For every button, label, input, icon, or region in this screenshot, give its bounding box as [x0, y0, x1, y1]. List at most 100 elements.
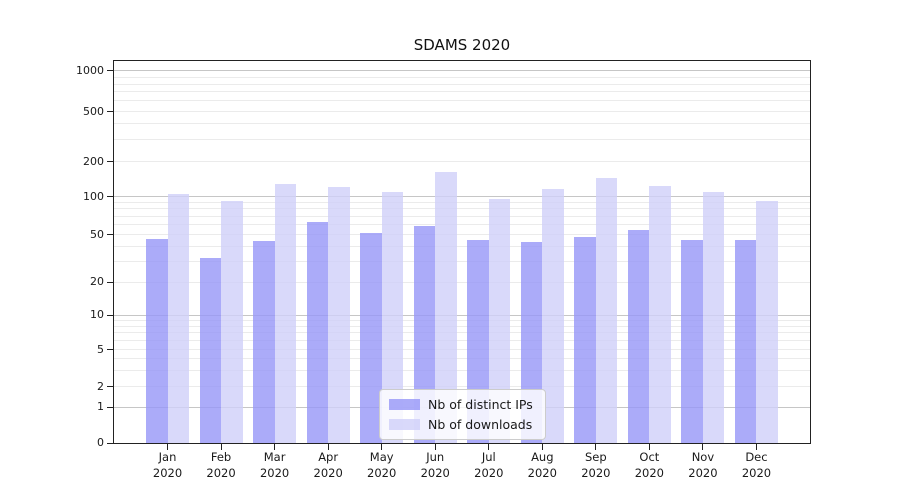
y-gridline-minor	[114, 281, 810, 283]
legend-label: Nb of downloads	[428, 417, 533, 432]
bar-distinct-ips-jan	[146, 238, 168, 443]
y-gridline-minor	[114, 201, 810, 203]
y-tick-label: 1	[97, 400, 104, 414]
y-gridline-minor	[114, 332, 810, 334]
y-tick-mark	[107, 314, 113, 316]
bar-distinct-ips-dec	[734, 240, 757, 443]
y-tick-label: 500	[83, 104, 104, 118]
x-tick-mark	[274, 444, 276, 450]
y-gridline-minor	[114, 386, 810, 388]
legend-entry: Nb of distinct IPs	[389, 396, 536, 413]
x-tick-label: Nov 2020	[688, 450, 718, 480]
x-tick-mark	[220, 444, 222, 450]
y-gridline-minor	[114, 369, 810, 371]
y-gridline-minor	[114, 83, 810, 85]
bar-downloads-jul	[488, 199, 511, 443]
y-gridline-minor	[114, 340, 810, 342]
bar-downloads-dec	[756, 200, 778, 443]
x-tick-mark	[434, 444, 436, 450]
x-tick-label: Jun 2020	[420, 450, 450, 480]
y-gridline-minor	[114, 91, 810, 93]
bar-distinct-ips-feb	[199, 257, 222, 443]
y-tick-label: 20	[90, 275, 104, 289]
y-tick-label: 5	[97, 342, 104, 356]
bar-distinct-ips-nov	[681, 240, 703, 443]
y-tick-mark	[107, 386, 113, 388]
bar-distinct-ips-may	[360, 233, 382, 443]
y-gridline-minor	[114, 76, 810, 78]
x-tick-label: Aug 2020	[527, 450, 557, 480]
x-tick-mark	[167, 444, 169, 450]
y-tick-label: 50	[90, 227, 104, 241]
y-tick-mark	[107, 196, 113, 198]
y-tick-mark	[107, 161, 113, 163]
y-tick-label: 1000	[76, 63, 104, 77]
y-gridline-major	[114, 314, 810, 316]
y-tick-mark	[107, 406, 113, 408]
legend-swatch-downloads	[389, 419, 420, 430]
x-tick-mark	[327, 444, 329, 450]
y-gridline-minor	[114, 224, 810, 226]
bar-distinct-ips-sep	[574, 236, 596, 443]
y-gridline-major	[114, 196, 810, 198]
y-tick-mark	[107, 70, 113, 72]
plot-area	[113, 60, 811, 444]
bar-distinct-ips-jun	[413, 226, 436, 443]
y-gridline-minor	[114, 358, 810, 360]
legend-label: Nb of distinct IPs	[428, 397, 533, 412]
legend-swatch-distinct-ips	[389, 399, 420, 410]
x-tick-label: Oct 2020	[634, 450, 665, 480]
bar-downloads-jun	[435, 172, 457, 443]
x-tick-label: Jul 2020	[474, 450, 504, 480]
y-tick-label: 10	[90, 308, 104, 322]
bar-distinct-ips-apr	[306, 221, 329, 443]
y-tick-mark	[107, 349, 113, 351]
chart-title: SDAMS 2020	[413, 36, 511, 54]
legend: Nb of distinct IPs Nb of downloads	[379, 389, 546, 440]
x-tick-label: May 2020	[367, 450, 397, 480]
bar-downloads-jan	[167, 194, 190, 443]
y-tick-mark	[107, 111, 113, 113]
y-gridline-minor	[114, 111, 810, 113]
x-tick-label: Sep 2020	[581, 450, 611, 480]
bar-downloads-aug	[542, 189, 564, 443]
y-gridline-minor	[114, 215, 810, 217]
y-gridline-minor	[114, 123, 810, 125]
y-gridline-minor	[114, 260, 810, 262]
x-tick-label: Dec 2020	[741, 450, 772, 480]
y-gridline-minor	[114, 100, 810, 102]
y-gridline-minor	[114, 320, 810, 322]
bar-downloads-oct	[649, 185, 671, 443]
y-tick-label: 2	[97, 379, 104, 393]
x-tick-mark	[488, 444, 490, 450]
bar-distinct-ips-mar	[253, 241, 275, 443]
x-tick-mark	[648, 444, 650, 450]
bar-downloads-sep	[595, 177, 618, 443]
bar-downloads-feb	[221, 201, 243, 443]
y-tick-mark	[107, 234, 113, 236]
x-tick-label: Apr 2020	[313, 450, 343, 480]
y-gridline-minor	[114, 161, 810, 163]
y-gridline-minor	[114, 245, 810, 247]
x-tick-label: Jan 2020	[152, 450, 183, 480]
y-gridline-minor	[114, 208, 810, 210]
x-tick-mark	[702, 444, 704, 450]
y-tick-label: 0	[97, 436, 104, 449]
y-gridline-major	[114, 70, 810, 72]
y-tick-mark	[107, 281, 113, 283]
y-tick-label: 100	[83, 189, 104, 203]
bar-downloads-may	[381, 191, 404, 443]
x-tick-mark	[381, 444, 383, 450]
x-tick-mark	[755, 444, 757, 450]
x-tick-mark	[595, 444, 597, 450]
y-gridline-minor	[114, 139, 810, 141]
x-tick-label: Feb 2020	[206, 450, 236, 480]
bar-downloads-mar	[274, 184, 297, 443]
y-tick-label: 200	[83, 154, 104, 168]
y-tick-mark	[107, 442, 113, 444]
y-gridline-minor	[114, 234, 810, 236]
y-gridline-minor	[114, 325, 810, 327]
x-tick-label: Mar 2020	[259, 450, 290, 480]
x-tick-mark	[541, 444, 543, 450]
